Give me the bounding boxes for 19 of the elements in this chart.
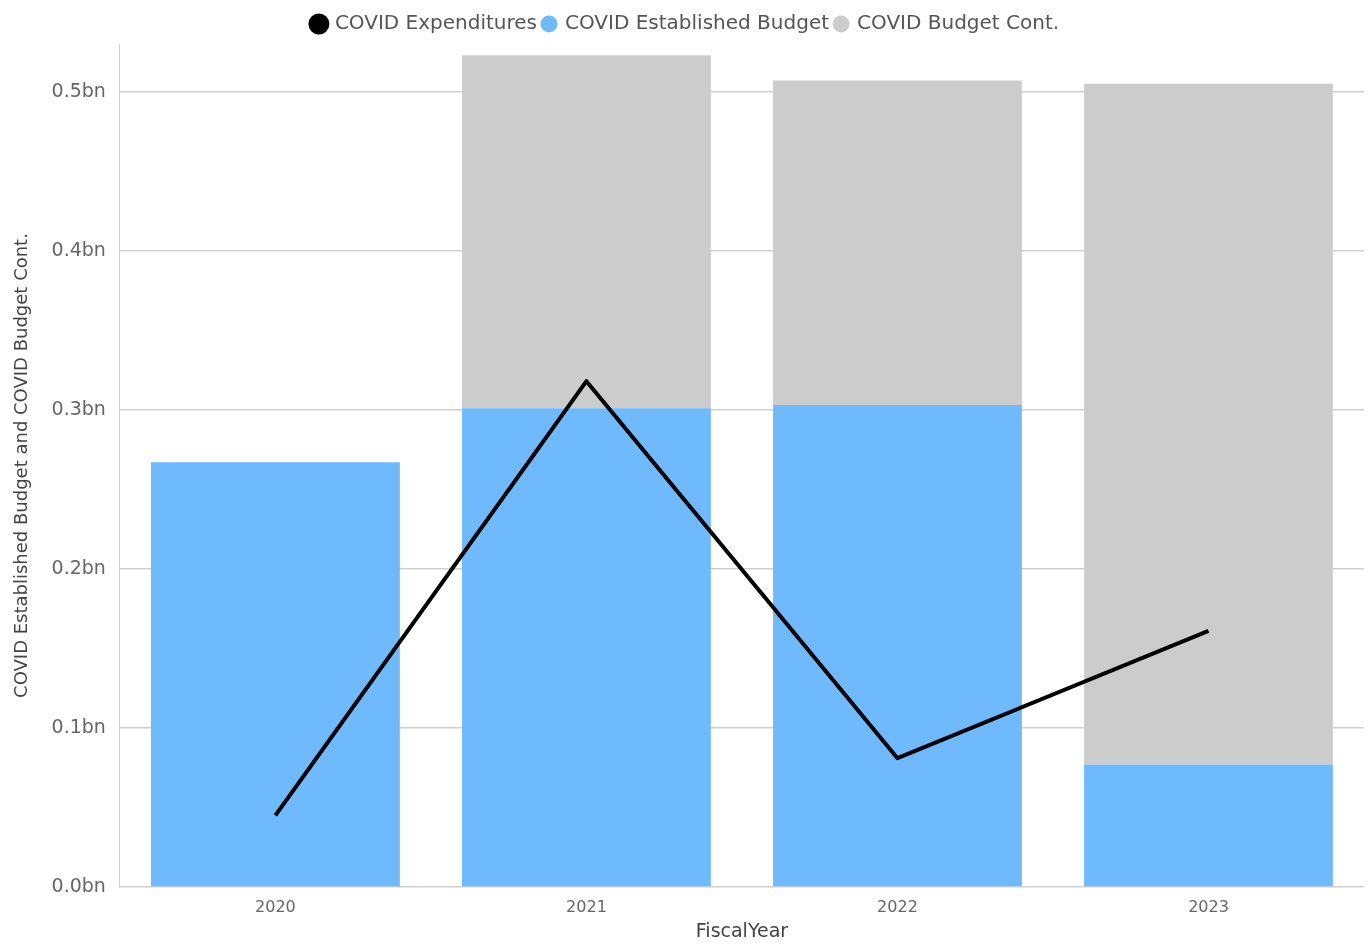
y-tick-label: 0.0bn xyxy=(51,873,106,896)
x-tick-label: 2022 xyxy=(877,896,918,916)
x-tick-label: 2020 xyxy=(255,896,296,916)
legend-label: COVID Expenditures xyxy=(334,10,538,35)
y-tick-label: 0.3bn xyxy=(51,396,106,419)
y-tick-label: 0.4bn xyxy=(51,237,106,260)
x-tick-label: 2023 xyxy=(1188,896,1229,916)
y-tick-label: 0.1bn xyxy=(51,714,106,737)
y-axis-title: COVID Established Budget and COVID Budget Cont. xyxy=(10,233,32,698)
legend-label: COVID Established Budget xyxy=(565,10,830,35)
legend-label: COVID Budget Cont. xyxy=(857,10,1060,35)
bar xyxy=(151,462,400,887)
x-axis-title: FiscalYear xyxy=(695,918,789,941)
y-tick-label: 0.5bn xyxy=(51,78,106,101)
bar xyxy=(462,408,711,887)
bar xyxy=(1084,764,1333,887)
y-tick-label: 0.2bn xyxy=(51,555,106,578)
x-tick-label: 2021 xyxy=(566,896,607,916)
bar xyxy=(773,405,1022,887)
